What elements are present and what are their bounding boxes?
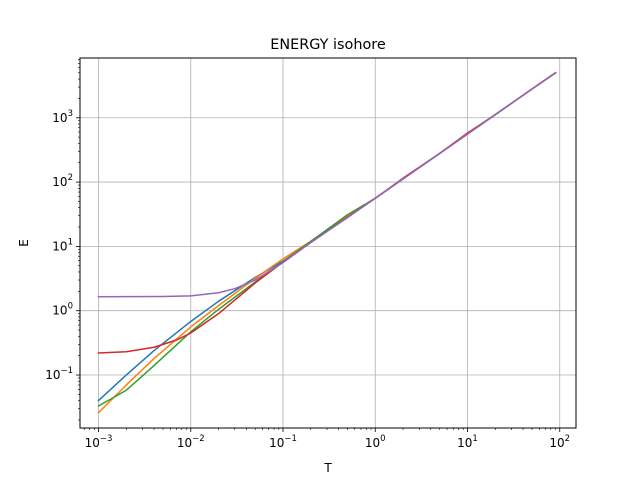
ticks: 10−3 10−2 10−1 100 101 102 10−1 100 101 102 103 bbox=[45, 59, 570, 450]
x-tick-label: 10−3 bbox=[85, 434, 113, 450]
chart-title: ENERGY isohore bbox=[270, 37, 386, 53]
x-tick-label: 10−1 bbox=[269, 434, 297, 450]
x-tick-label: 102 bbox=[549, 434, 570, 450]
x-tick-label: 101 bbox=[457, 434, 478, 450]
y-tick-label: 102 bbox=[52, 173, 73, 189]
x-tick-label: 10−2 bbox=[177, 434, 205, 450]
y-tick-label: 100 bbox=[52, 302, 73, 318]
y-axis-label: E bbox=[17, 239, 31, 247]
x-axis-label: T bbox=[323, 461, 332, 475]
x-tick-label: 100 bbox=[365, 434, 386, 450]
y-tick-label: 10−1 bbox=[45, 366, 73, 382]
y-tick-label: 101 bbox=[52, 237, 73, 253]
y-tick-label: 103 bbox=[52, 109, 73, 125]
series-line-5 bbox=[97, 71, 557, 298]
grid bbox=[80, 58, 576, 428]
plot-frame bbox=[79, 57, 577, 429]
series-group bbox=[97, 71, 557, 414]
